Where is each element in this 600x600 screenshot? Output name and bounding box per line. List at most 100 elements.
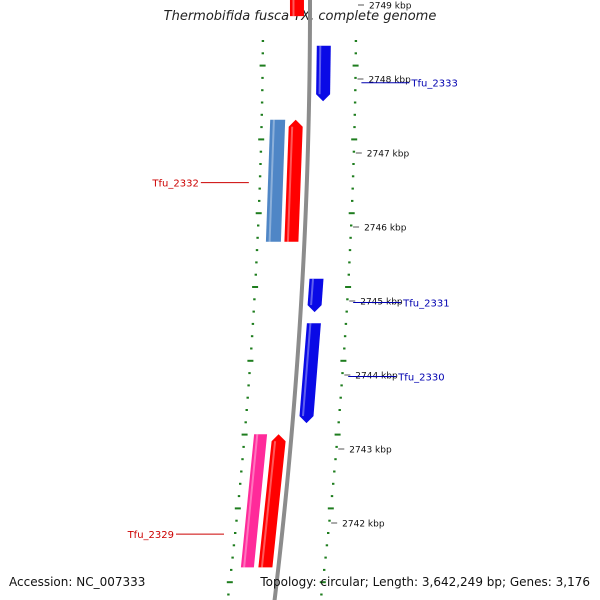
forward-cds-top-body [289,0,304,17]
label-tfu_2329: Tfu_2329 [127,530,225,541]
outer-tick-mark [348,249,352,252]
gene-tfu-2332 [265,119,286,242]
topology-text: Topology: circular; Length: 3,642,249 bp… [260,575,590,589]
feature-labels: Tfu_2333 Tfu_2332 Tfu_2331 Tfu_2330 Tfu_2329 [127,79,458,541]
outer-tick-mark [334,458,337,461]
outer-tick-mark [354,40,358,42]
outer-tick-mark [352,64,359,67]
inner-tick-mark [226,581,233,584]
inner-tick-mark [248,372,251,375]
inner-tick-mark [258,199,261,202]
outer-tick-mark [354,52,357,55]
outer-tick-mark [328,519,331,522]
feature-label-text: Tfu_2330 [397,372,444,383]
inner-tick-mark [252,310,255,313]
outer-tick-mark [334,433,341,436]
features-group [240,0,331,568]
outer-tick-mark [349,236,352,239]
outer-tick-mark [353,101,357,104]
outer-tick-mark [335,445,338,448]
backbone-group [272,0,312,600]
outer-tick-mark [319,581,326,584]
inner-tick-mark [260,126,263,129]
feature-label-text: Tfu_2331 [402,298,449,309]
outer-tick-mark [354,89,357,92]
reverse-cds-tfu-2330-highlight [302,323,312,417]
inner-tick-mark [240,470,243,473]
inner-tick-mark [239,482,242,485]
feature-label-text: Tfu_2332 [151,179,198,190]
outer-tick-mark [348,212,355,215]
scale-tick-label: 2747 kbp [367,150,410,160]
reverse-cds-tfu-2333-body [316,45,331,102]
reverse-cds-tfu-2333-highlight [318,45,322,95]
outer-tick-mark [320,593,323,596]
inner-tick-mark [254,273,257,276]
outer-tick-mark [337,421,340,424]
inner-tick-mark [260,101,264,104]
outer-tick-mark [324,556,327,559]
outer-tick-mark [340,384,343,387]
inner-tick-mark [237,495,241,498]
inner-tick-mark [259,150,263,153]
genome-backbone [272,0,312,600]
inner-tick-mark [258,138,265,141]
outer-tick-mark [333,470,336,473]
rna-tfu-2329-highlight [243,434,259,568]
inner-tick-mark [241,458,244,461]
inner-tick-mark [255,249,259,252]
inner-tick-mark [258,175,262,178]
inner-tick-mark [257,224,260,227]
forward-cds-tfu-2329 [258,434,286,568]
outer-tick-mark [352,163,355,165]
inner-tick-mark [261,76,264,79]
rna-tfu-2329-body [240,434,268,568]
forward-cds-tfu-2332 [284,119,303,242]
forward-cds-tfu-2332-highlight [286,126,294,242]
outer-tick-mark [351,199,354,202]
inner-tick-mark [244,421,247,424]
reverse-cds-tfu-2331-highlight [310,278,314,306]
outer-tick-mark [323,568,326,571]
inner-tick-mark [255,212,262,215]
scale-tick-label: 2746 kbp [364,224,407,234]
outer-tick-mark [332,482,335,485]
inner-tick-mark [255,261,258,264]
inner-tick-mark [235,519,238,522]
inner-tick-mark [261,52,264,55]
outer-tick-mark [343,335,347,338]
inner-tick-mark [258,187,261,190]
outer-tick-mark [352,150,356,153]
inner-tick-mark [253,298,256,301]
scale-tick-label: 2748 kbp [368,76,411,86]
inner-tick-mark [242,445,245,448]
reverse-cds-tfu-2331-body [307,278,324,313]
reverse-cds-tfu-2333 [316,45,331,102]
forward-cds-tfu-2329-body [258,434,286,568]
inner-tick-mark [259,163,262,165]
outer-tick-mark [343,347,346,350]
forward-cds-tfu-2332-body [284,119,303,242]
outer-tick-mark [345,286,352,288]
outer-tick-mark [353,126,356,129]
scale-tick-label: 2749 kbp [369,2,412,12]
inner-tick-mark [250,347,253,350]
inner-tick-mark [231,556,234,559]
feature-label-text: Tfu_2329 [127,530,174,541]
inner-tick-mark [234,507,241,510]
outer-tick-mark [351,175,355,178]
inner-tick-mark [260,113,263,116]
inner-tick-mark [251,322,255,325]
inner-tick-mark [247,359,254,362]
scale-tick-label: 2742 kbp [342,520,385,530]
inner-tick-mark [234,532,237,534]
reverse-cds-tfu-2331 [307,278,324,313]
label-tfu_2332: Tfu_2332 [151,179,249,190]
outer-tick-mark [353,113,356,116]
outer-tick-mark [354,76,357,79]
inner-tick-mark [250,335,254,338]
label-tfu_2331: Tfu_2331 [353,298,450,309]
scale-tick-label: 2743 kbp [349,446,392,456]
map-title: Thermobifida fusca YX, complete genome [163,9,437,24]
